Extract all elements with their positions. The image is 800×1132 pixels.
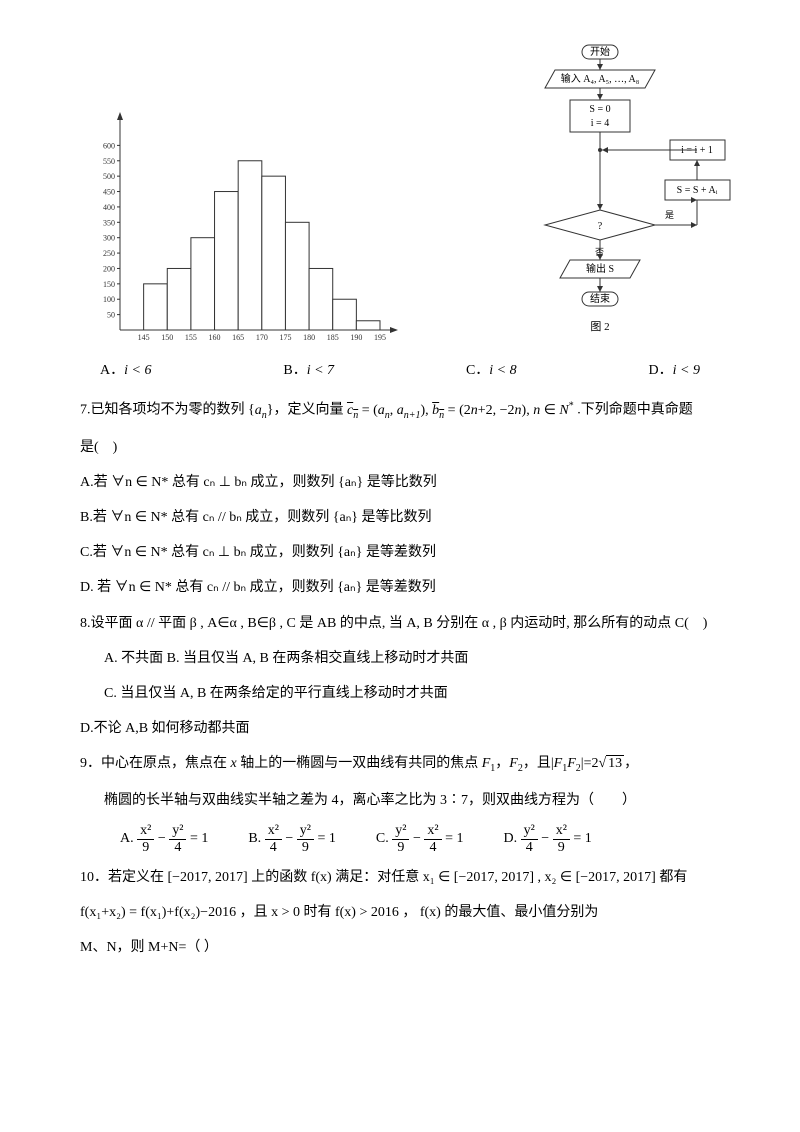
q9-line1: 9．中心在原点，焦点在 x 轴上的一椭圆与一双曲线有共同的焦点 F1，F2，且|… [80,751,740,778]
q9-options: A. x²9 − y²4 = 1 B. x²4 − y²9 = 1 C. y²9… [120,823,740,855]
q8-opt-d: D.不论 A,B 如何移动都共面 [80,716,740,741]
q9-opt-d: D. y²4 − x²9 = 1 [503,823,591,855]
svg-text:300: 300 [103,234,115,243]
svg-text:S = 0: S = 0 [589,104,610,115]
q8-opt-c: C. 当且仅当 A, B 在两条给定的平行直线上移动时才共面 [104,681,740,706]
svg-text:50: 50 [107,311,115,320]
q6-options: A．i < 6 B．i < 7 C．i < 8 D．i < 9 [100,358,700,383]
svg-text:185: 185 [327,333,339,342]
svg-text:100: 100 [103,295,115,304]
svg-text:195: 195 [374,333,386,342]
svg-text:图 2: 图 2 [590,320,609,333]
q7-opt-c: C.若 ∀n ∈ N* 总有 cₙ ⊥ bₙ 成立，则数列 {aₙ} 是等差数列 [80,540,740,565]
q8-opt-ab: A. 不共面 B. 当且仅当 A, B 在两条相交直线上移动时才共面 [104,646,740,671]
q7-stem-tail: 是( ) [80,435,740,460]
svg-text:155: 155 [185,333,197,342]
svg-text:145: 145 [138,333,150,342]
histogram-chart: 50 100 150 200 250 300 350 400 450 500 550 600 145 15… [80,100,400,350]
svg-text:S = S + Aᵢ: S = S + Aᵢ [677,185,718,196]
svg-text:是: 是 [665,210,674,220]
svg-text:600: 600 [103,141,115,150]
svg-text:180: 180 [303,333,315,342]
svg-text:250: 250 [103,249,115,258]
q9-opt-a: A. x²9 − y²4 = 1 [120,823,208,855]
flowchart-diagram: 开始输入 A₄, A₅, …, A₈S = 0i = 4i = i + 1S =… [520,40,740,350]
q7-stem: 7.已知各项均不为零的数列 {an}，定义向量 cn = (an, an+1),… [80,397,740,424]
svg-text:190: 190 [350,333,362,342]
svg-text:550: 550 [103,157,115,166]
q6-opt-b: B．i < 7 [283,358,334,383]
svg-text:170: 170 [256,333,268,342]
svg-text:450: 450 [103,188,115,197]
svg-text:开始: 开始 [590,45,610,58]
q7-opt-a: A.若 ∀n ∈ N* 总有 cₙ ⊥ bₙ 成立，则数列 {aₙ} 是等比数列 [80,470,740,495]
q9-line2: 椭圆的长半轴与双曲线实半轴之差为 4，离心率之比为 3∶7，则双曲线方程为（ ） [104,788,740,813]
svg-text:输出 S: 输出 S [586,262,614,275]
q6-opt-d: D．i < 9 [649,358,700,383]
q6-opt-c: C．i < 8 [466,358,517,383]
svg-text:?: ? [598,221,603,232]
figures-row: 50 100 150 200 250 300 350 400 450 500 550 600 145 15… [80,40,740,350]
q10-line3: M、N，则 M+N=（ ） [80,935,740,960]
svg-text:输入 A₄, A₅, …, A₈: 输入 A₄, A₅, …, A₈ [561,72,640,85]
q7-opt-b: B.若 ∀n ∈ N* 总有 cₙ // bₙ 成立，则数列 {aₙ} 是等比数… [80,505,740,530]
svg-text:500: 500 [103,172,115,181]
svg-text:150: 150 [161,333,173,342]
svg-text:160: 160 [209,333,221,342]
svg-text:150: 150 [103,280,115,289]
svg-text:i = 4: i = 4 [591,118,609,129]
q7-opt-d: D. 若 ∀n ∈ N* 总有 cₙ // bₙ 成立，则数列 {aₙ} 是等差… [80,575,740,600]
svg-text:200: 200 [103,264,115,273]
svg-text:350: 350 [103,218,115,227]
svg-text:175: 175 [279,333,291,342]
q9-opt-b: B. x²4 − y²9 = 1 [248,823,336,855]
q10-line1: 10．若定义在 [−2017, 2017] 上的函数 f(x) 满足：对任意 x… [80,865,740,890]
q8-stem: 8.设平面 α // 平面 β , A∈α , B∈β , C 是 AB 的中点… [80,611,740,636]
q6-opt-a: A．i < 6 [100,358,151,383]
svg-text:165: 165 [232,333,244,342]
svg-text:400: 400 [103,203,115,212]
q10-line2: f(x₁+x₂) = f(x₁)+f(x₂)−2016 ，且 x > 0 时有 … [80,900,740,925]
svg-text:结束: 结束 [590,292,610,305]
q9-opt-c: C. y²9 − x²4 = 1 [376,823,464,855]
